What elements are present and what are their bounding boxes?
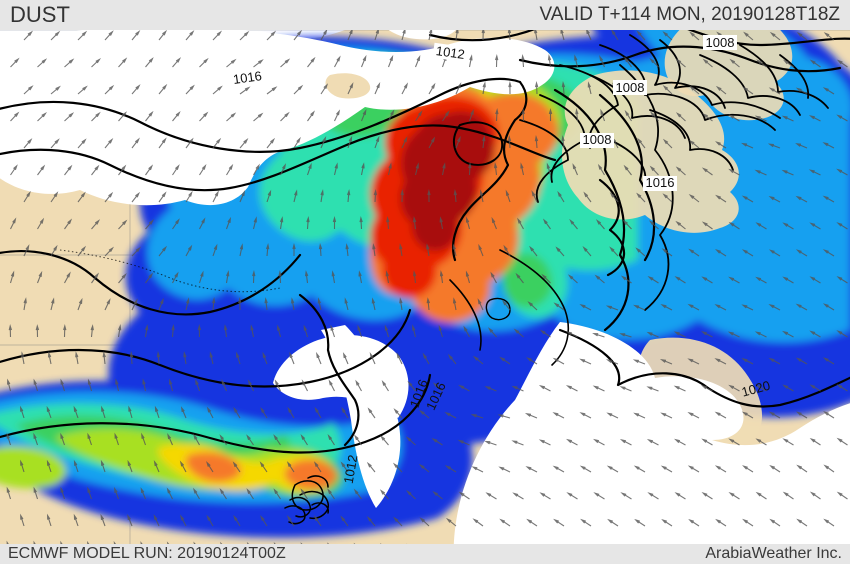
svg-text:1008: 1008	[706, 35, 735, 50]
svg-text:1008: 1008	[583, 132, 612, 147]
svg-text:1016: 1016	[646, 175, 675, 190]
svg-text:1008: 1008	[616, 80, 645, 95]
